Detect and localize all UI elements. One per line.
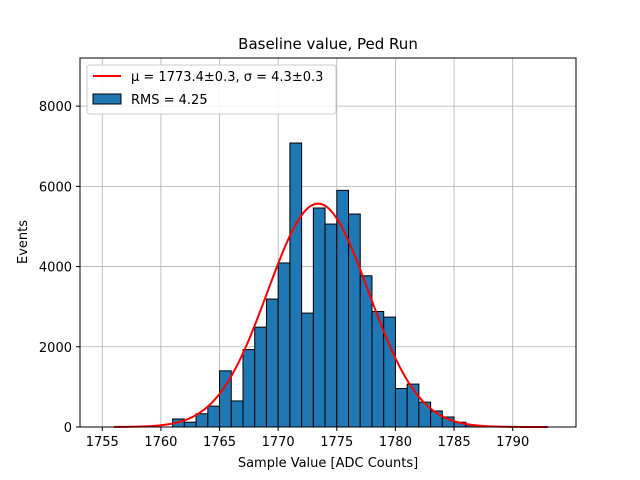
y-axis-label: Events: [16, 220, 31, 264]
x-axis-label: Sample Value [ADC Counts]: [238, 456, 418, 471]
histogram-bar: [277, 262, 291, 428]
legend-box: [86, 64, 337, 115]
legend-histogram-label: RMS = 4.25: [131, 93, 208, 108]
y-tick-label: 8000: [39, 100, 72, 115]
histogram-bar: [195, 413, 209, 428]
plot-frame: [79, 57, 577, 428]
histogram-bar: [312, 207, 326, 428]
histogram-bar: [336, 189, 350, 428]
histogram-bar: [324, 223, 338, 428]
x-tick-label: 1785: [438, 435, 471, 450]
histogram-bar: [207, 405, 221, 428]
x-tick-label: 1775: [320, 435, 353, 450]
histogram-bar: [242, 349, 256, 428]
x-tick-label: 1790: [496, 435, 529, 450]
histogram-bar: [183, 421, 197, 428]
histogram-bar: [254, 326, 267, 428]
histogram-bar: [289, 142, 303, 428]
y-tick-label: 6000: [39, 180, 72, 195]
histogram-bars: [172, 142, 479, 428]
x-tick-label: 1765: [203, 435, 236, 450]
histogram-bar: [265, 298, 279, 428]
chart-title: Baseline value, Ped Run: [238, 35, 418, 53]
x-tick-label: 1780: [379, 435, 412, 450]
y-tick-label: 0: [64, 421, 72, 436]
y-axis: 0 2000 4000 6000 8000: [39, 100, 80, 436]
histogram-bar: [230, 400, 244, 428]
y-tick-label: 4000: [39, 261, 72, 276]
x-tick-label: 1755: [86, 435, 119, 450]
y-tick-label: 2000: [39, 341, 72, 356]
gaussian-fit-line: [113, 202, 548, 428]
legend: μ = 1773.4±0.3, σ = 4.3±0.3 RMS = 4.25: [86, 64, 337, 115]
x-tick-label: 1760: [144, 435, 177, 450]
histogram-bar: [394, 387, 408, 428]
x-tick-label: 1770: [262, 435, 295, 450]
histogram-bar: [301, 312, 314, 428]
legend-fit-label: μ = 1773.4±0.3, σ = 4.3±0.3: [131, 70, 323, 85]
x-axis: 1755 1760 1765 1770 1775 1780 1785 1790: [86, 427, 529, 450]
legend-histogram-swatch: [92, 93, 122, 105]
